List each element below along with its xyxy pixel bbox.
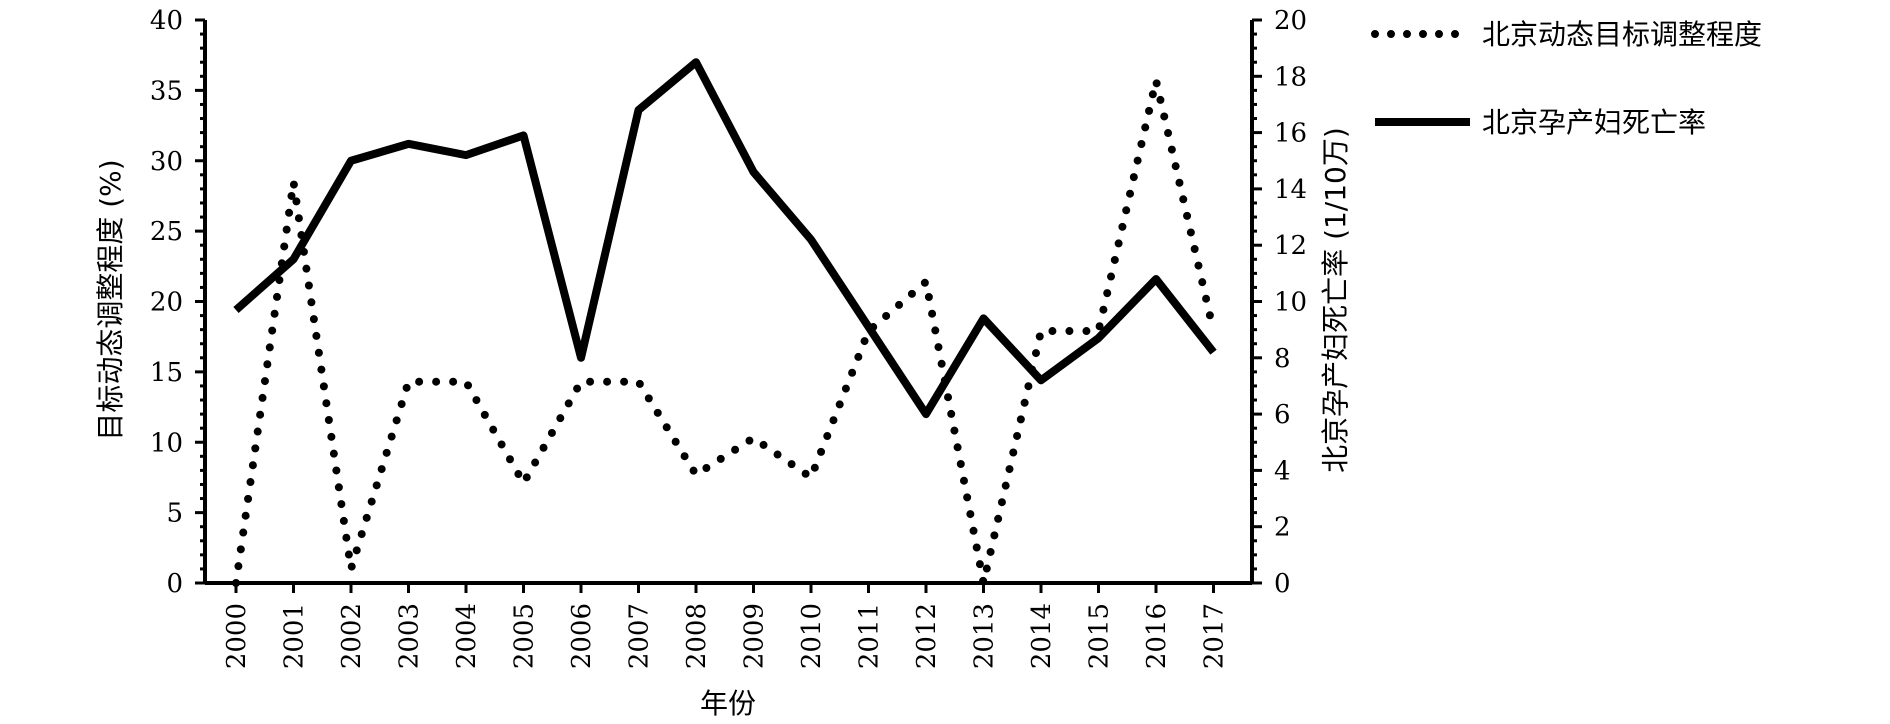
x-tick-label: 2013 xyxy=(970,603,1000,669)
y-left-tick-label: 25 xyxy=(150,217,183,247)
x-tick-label: 2007 xyxy=(625,603,655,669)
y-left-tick-label: 35 xyxy=(150,76,183,106)
y-right-tick-label: 12 xyxy=(1274,231,1307,261)
y-left-tick-label: 0 xyxy=(166,569,183,599)
series-line-dotted xyxy=(232,76,1218,587)
y-left-tick-label: 40 xyxy=(150,6,183,36)
y-left-tick-label: 15 xyxy=(150,358,183,388)
y-axis-left-title: 目标动态调整程度 (%) xyxy=(94,159,127,440)
x-tick-label: 2003 xyxy=(395,603,425,669)
y-right-tick-label: 6 xyxy=(1274,400,1291,430)
y-right-tick-label: 2 xyxy=(1274,513,1291,543)
y-right-tick-label: 18 xyxy=(1274,62,1307,92)
x-tick-label: 2001 xyxy=(280,603,310,669)
y-left-tick-label: 10 xyxy=(150,428,183,458)
x-tick-label: 2010 xyxy=(797,603,827,669)
axes: 0 5 10 15 20 25 30 35 40 0 2 4 6 8 10 12 14 16 18 20 2000 200… xyxy=(150,6,1307,669)
series-layer xyxy=(232,58,1218,587)
y-left-tick-label: 20 xyxy=(150,288,183,318)
x-tick-label: 2015 xyxy=(1085,603,1115,669)
y-right-tick-label: 16 xyxy=(1274,119,1307,149)
y-right-tick-label: 14 xyxy=(1274,175,1307,205)
y-right-tick-label: 8 xyxy=(1274,344,1291,374)
x-tick-label: 2000 xyxy=(222,603,252,669)
y-axis-right-title: 北京孕产妇死亡率 (1/10万) xyxy=(1319,127,1352,473)
x-tick-label: 2014 xyxy=(1027,603,1057,669)
legend-label: 北京动态目标调整程度 xyxy=(1482,18,1762,51)
y-left-tick-label: 5 xyxy=(166,499,183,529)
y-left-tick-label: 30 xyxy=(150,147,183,177)
y-right-tick-label: 0 xyxy=(1274,569,1291,599)
x-tick-label: 2002 xyxy=(337,603,367,669)
x-tick-label: 2012 xyxy=(912,603,942,669)
series-line-solid xyxy=(233,58,1217,419)
x-tick-label: 2009 xyxy=(740,603,770,669)
x-tick-label: 2006 xyxy=(567,603,597,669)
x-tick-label: 2016 xyxy=(1142,603,1172,669)
y-right-tick-label: 10 xyxy=(1274,288,1307,318)
legend-label: 北京孕产妇死亡率 xyxy=(1482,106,1706,139)
y-right-tick-label: 20 xyxy=(1274,6,1307,36)
x-tick-label: 2011 xyxy=(855,603,885,669)
y-right-tick-label: 4 xyxy=(1274,456,1291,486)
x-tick-label: 2005 xyxy=(510,603,540,669)
x-axis-title: 年份 xyxy=(700,687,756,720)
x-tick-label: 2004 xyxy=(452,603,482,669)
x-tick-label: 2017 xyxy=(1200,603,1230,669)
x-tick-label: 2008 xyxy=(682,603,712,669)
